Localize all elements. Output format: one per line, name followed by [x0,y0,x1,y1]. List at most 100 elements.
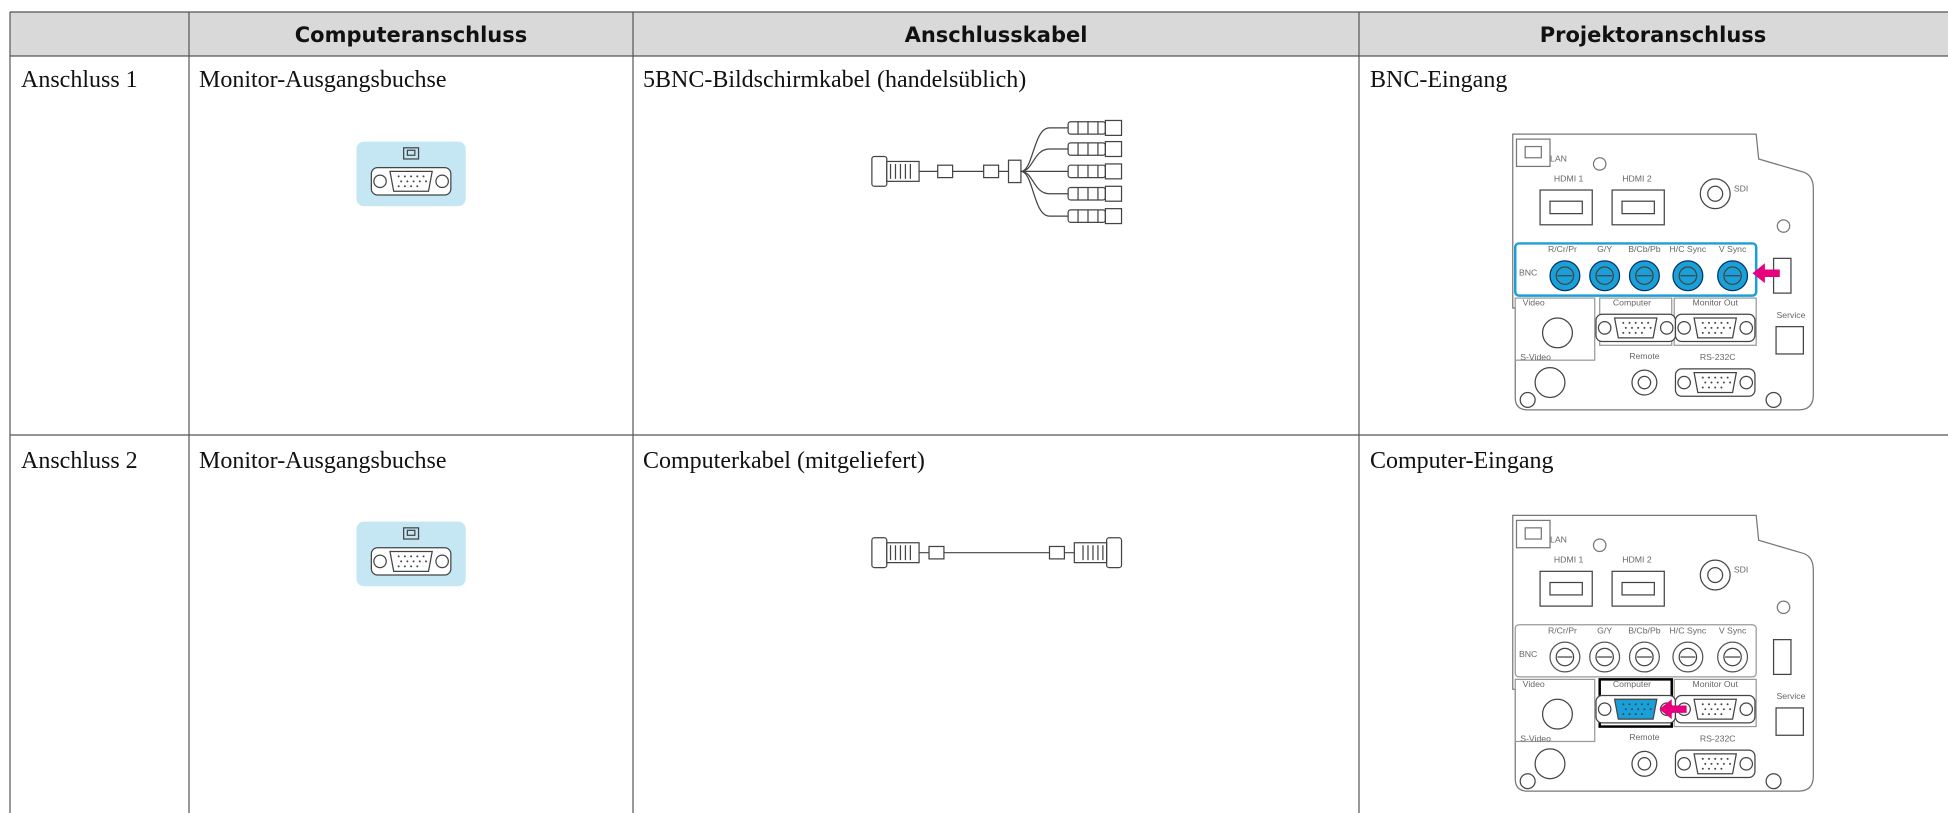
panel-label: BNC [1519,649,1537,659]
remote-port [1631,750,1658,777]
arrow [1752,263,1780,284]
panel-label: H/C Sync [1670,244,1707,254]
projector-panel: LAN HDMI 1 HDMI 2 SDI R/Cr/Pr G/Y B/Cb/Pb H/C S… [1512,133,1814,411]
pin [416,555,419,558]
lan-port [1524,145,1542,159]
connector [1106,537,1123,569]
dsub-face [1613,698,1658,720]
panel-label: G/Y [1597,244,1612,254]
pin [1622,713,1625,716]
pin [1710,381,1713,384]
pin [397,565,400,568]
pin [1640,331,1643,334]
panel-label: LAN [1550,535,1567,545]
pin [1707,331,1710,334]
panel-label: Monitor Out [1693,298,1739,308]
dsub-face [389,170,433,192]
pin [410,175,413,178]
cell-text: BNC-Eingang [1370,67,1507,93]
bnc-port [1635,266,1654,286]
foot [1765,391,1782,408]
pin [1720,321,1723,324]
pin [1649,326,1652,329]
screw [1739,375,1754,390]
pin [403,565,406,568]
service-port [1775,326,1805,355]
pin [1622,321,1625,324]
pin [418,560,421,563]
pin [1729,762,1732,765]
pin [1726,321,1729,324]
svideo-port [1534,367,1566,399]
bnc-port [1595,647,1614,667]
header: Anschlusskabel [905,23,1088,47]
monitor-symbol [406,149,416,156]
computer-cable [871,537,1123,569]
pin [1647,321,1650,324]
pin [425,180,427,183]
panel-label: G/Y [1597,625,1612,635]
header: Projektoranschluss [1540,23,1767,47]
pin [1716,326,1719,329]
pin [410,555,413,558]
pin [1710,708,1713,711]
foot [1765,773,1782,790]
pin [397,555,400,558]
pin [1722,708,1725,711]
panel-label: Remote [1629,351,1660,361]
video-port [1541,317,1573,349]
indicator [1776,600,1791,615]
header-bg [10,12,1948,56]
pin [412,180,415,183]
pin [1707,321,1710,324]
panel-label: S-Video [1520,352,1551,362]
pin [410,185,413,188]
remote-port [1631,369,1658,396]
panel-label: H/C Sync [1670,625,1707,635]
bnc-plug [1067,142,1107,156]
monitor-symbol [403,147,420,160]
pin [1714,376,1717,379]
pin [1628,703,1631,706]
pin [403,175,406,178]
splitter [1007,159,1022,184]
pin [1729,708,1732,711]
connector [1073,542,1108,564]
pin [1716,708,1719,711]
pin [1707,376,1710,379]
monitor-port-icon [356,141,466,207]
pin [1640,703,1643,706]
dsub-face [389,550,433,572]
bnc-plug [1067,121,1107,135]
bnc-plug [1104,163,1123,180]
bnc-port [1678,647,1698,667]
pin [1707,703,1710,706]
pin [406,180,409,183]
cell-text: 5BNC-Bildschirmkabel (handelsüblich) [643,67,1026,93]
screw [1597,702,1612,717]
pin [422,555,425,558]
hdmi-port [1539,189,1593,226]
pin [1729,381,1732,384]
panel-label: B/Cb/Pb [1628,244,1661,254]
pin [1704,326,1707,329]
panel-label: R/Cr/Pr [1548,244,1577,254]
pin [1701,386,1704,389]
pin [1624,708,1627,711]
pin [1637,708,1640,711]
monitor-symbol [406,529,416,536]
bnc-group [1514,624,1757,678]
pin [1716,762,1719,765]
hdmi-port [1539,570,1593,607]
lan-port [1515,519,1551,549]
pin [1720,713,1723,716]
pin [410,565,413,568]
bnc-plug [1067,186,1107,201]
cell-text: Anschluss 1 [21,67,138,93]
bnc-port [1555,266,1575,286]
pin [1622,703,1625,706]
pin [1701,703,1704,706]
lan-port [1524,527,1542,540]
panel-label: RS-232C [1700,352,1736,362]
pin [1704,381,1707,384]
